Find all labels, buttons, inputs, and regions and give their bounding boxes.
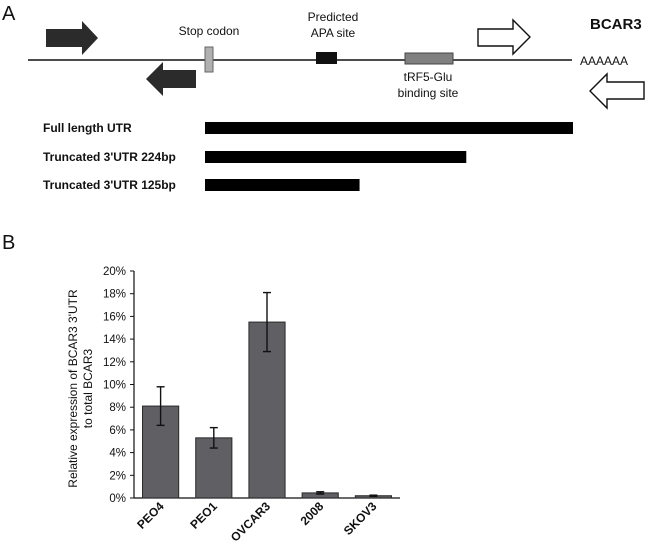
y-tick-label: 4% bbox=[109, 448, 126, 460]
x-tick-label: PEO4 bbox=[134, 499, 167, 532]
panel-b-letter: B bbox=[2, 232, 15, 254]
construct-label: Full length UTR bbox=[43, 121, 132, 135]
trf-binding-site-marker bbox=[404, 52, 454, 65]
construct-bar bbox=[205, 122, 573, 134]
y-tick-label: 2% bbox=[109, 470, 126, 482]
y-tick-label: 12% bbox=[103, 357, 126, 369]
y-tick-label: 8% bbox=[109, 402, 126, 414]
y-tick-label: 10% bbox=[103, 380, 126, 392]
y-tick-label: 20% bbox=[103, 266, 126, 278]
stop-codon-marker bbox=[204, 46, 214, 73]
trf-label-line1: tRF5-Glu bbox=[404, 70, 453, 84]
y-tick-label: 16% bbox=[103, 311, 126, 323]
y-tick-label: 18% bbox=[103, 289, 126, 301]
construct-label: Truncated 3'UTR 125bp bbox=[43, 178, 176, 192]
y-axis-label-line1: Relative expression of BCAR3 3'UTR bbox=[66, 289, 80, 488]
x-tick-label: PEO1 bbox=[187, 499, 220, 532]
x-tick-label: OVCAR3 bbox=[228, 499, 273, 544]
construct-bar bbox=[205, 179, 360, 191]
apa-site-marker bbox=[316, 52, 337, 64]
gene-name: BCAR3 bbox=[590, 16, 642, 33]
bar-peo1 bbox=[195, 437, 233, 499]
bar-chart: 0% 2% 4% 6% 8% 10% 12% 14% 16% 18% 20% Relative exp… bbox=[66, 266, 400, 544]
apa-label-line1: Predicted bbox=[308, 10, 359, 24]
construct-label: Truncated 3'UTR 224bp bbox=[43, 150, 176, 164]
trf-label-line2: binding site bbox=[398, 86, 459, 100]
y-tick-label: 0% bbox=[109, 493, 126, 505]
x-tick-label: 2008 bbox=[298, 499, 327, 528]
reverse-primer-arrow-icon bbox=[146, 62, 196, 96]
y-axis-label-line2: to total BCAR3 bbox=[81, 348, 95, 428]
y-tick-label: 14% bbox=[103, 334, 126, 346]
hollow-reverse-arrow-icon bbox=[589, 72, 645, 110]
stop-codon-label: Stop codon bbox=[179, 24, 240, 38]
forward-primer-arrow-icon bbox=[46, 21, 98, 55]
construct-bar bbox=[205, 151, 467, 163]
panel-a-letter: A bbox=[2, 3, 16, 25]
apa-label-line2: APA site bbox=[311, 26, 356, 40]
poly-a-tail: AAAAAA bbox=[580, 54, 628, 68]
x-tick-label: SKOV3 bbox=[341, 499, 380, 538]
hollow-forward-arrow-icon bbox=[477, 18, 531, 56]
y-tick-label: 6% bbox=[109, 425, 126, 437]
construct-list: Full length UTR Truncated 3'UTR 224bp Trun… bbox=[43, 121, 573, 192]
